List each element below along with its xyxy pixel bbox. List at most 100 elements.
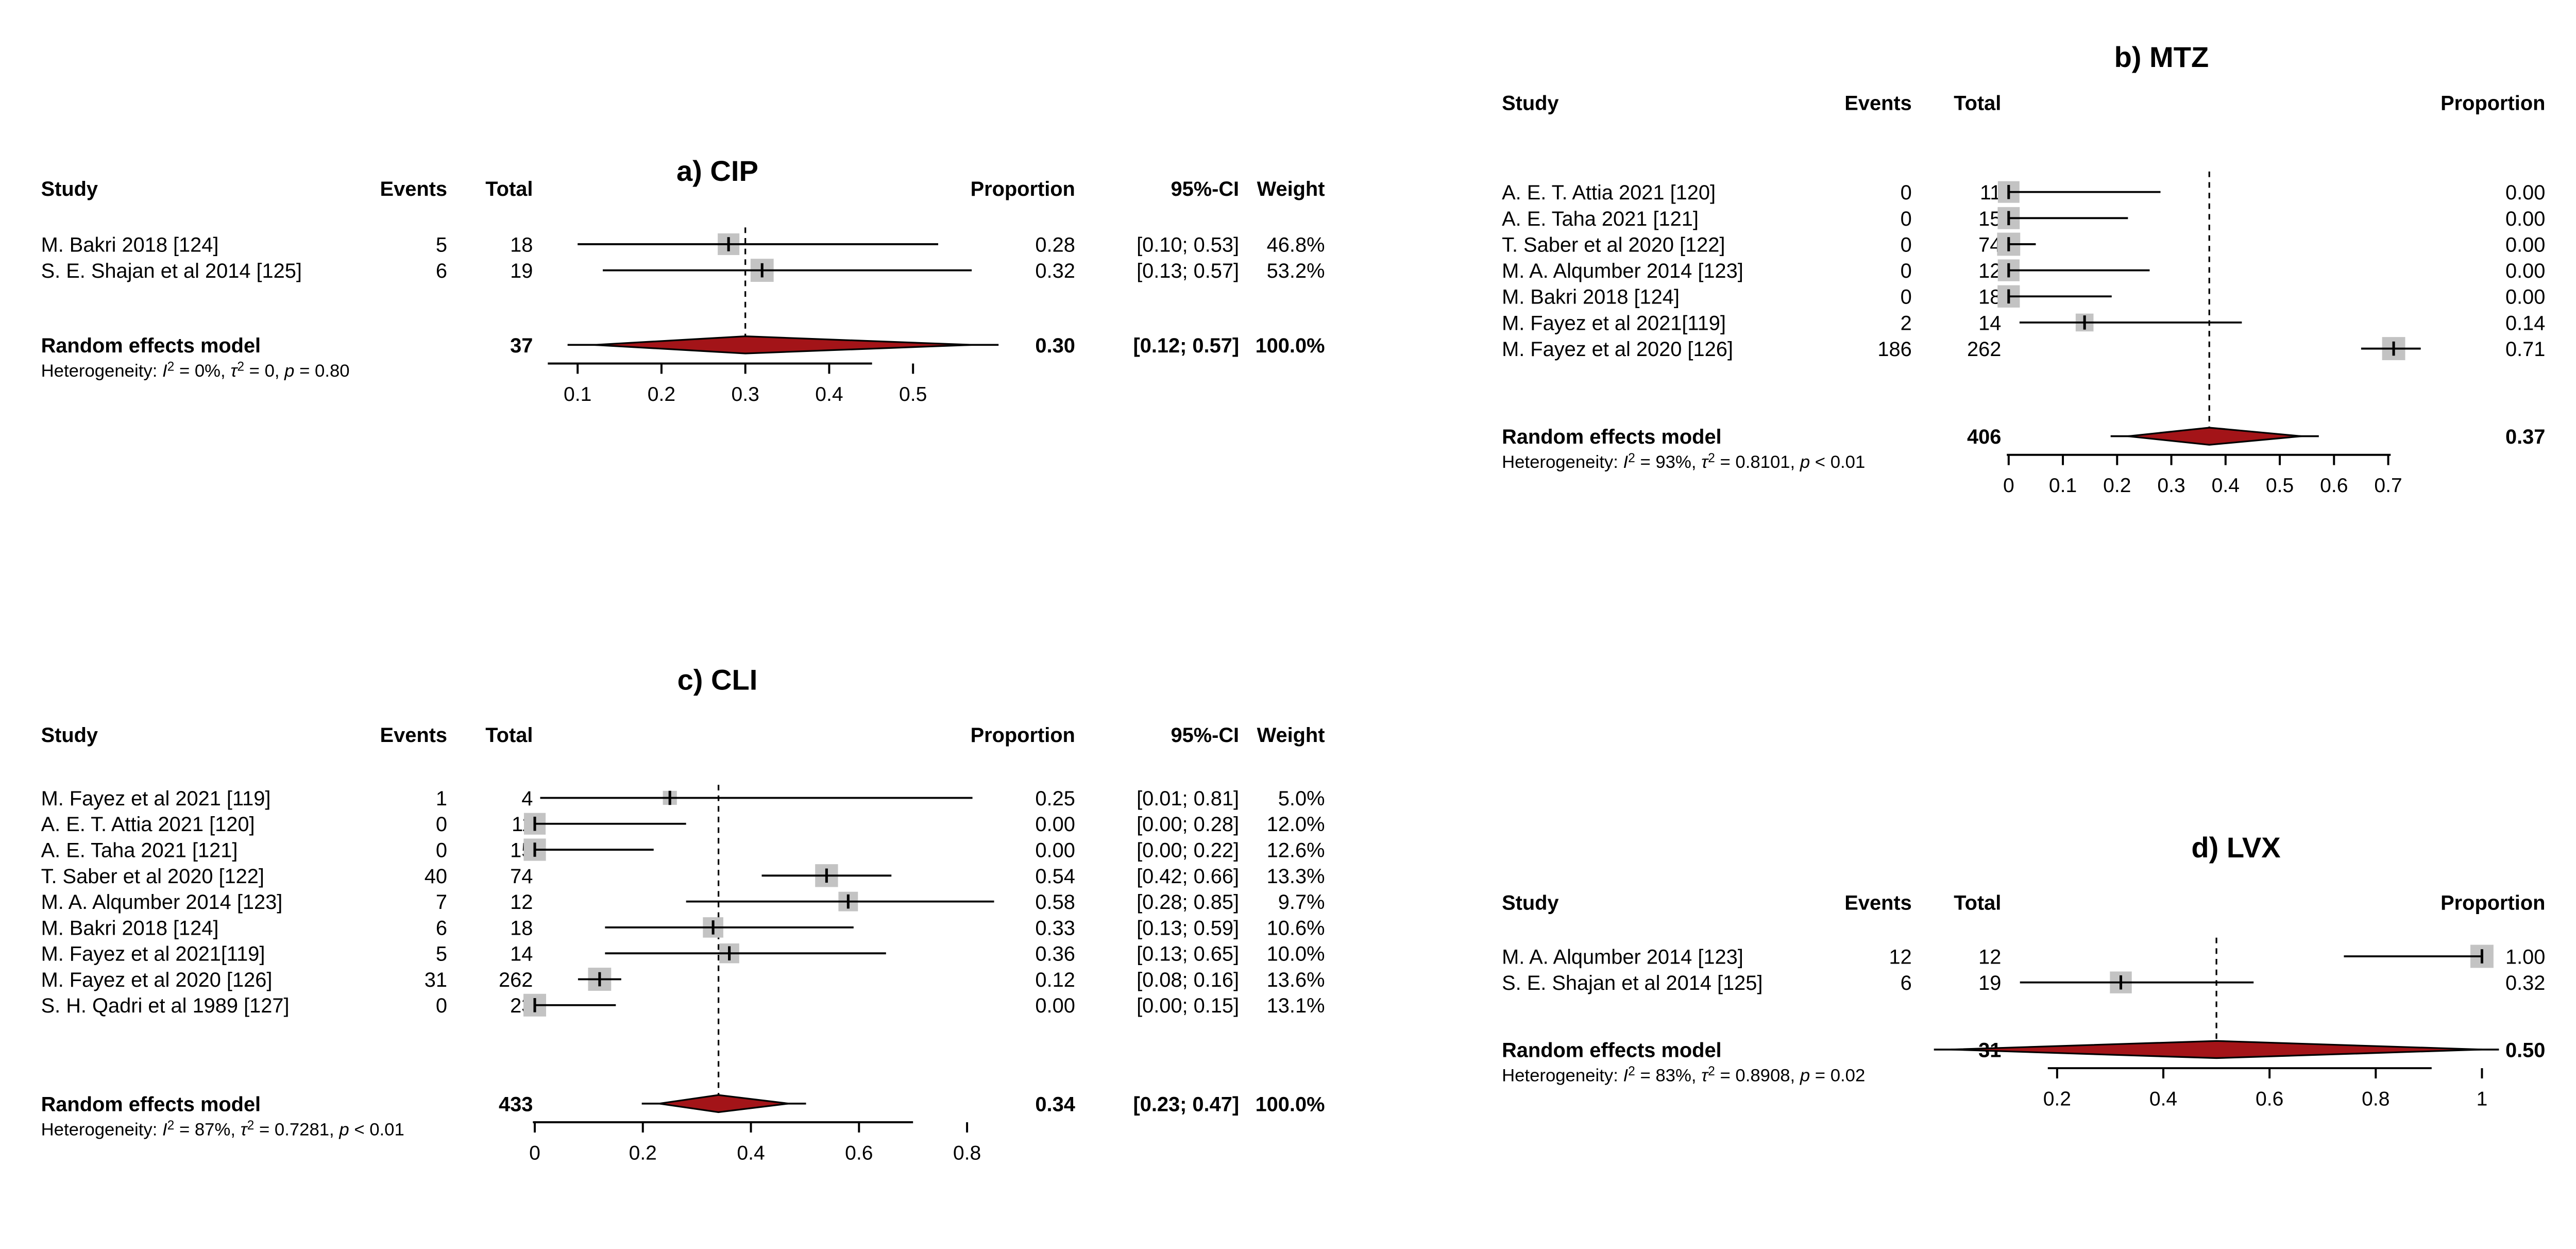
axis-tick-label: 0.6 xyxy=(845,1142,873,1164)
axis-tick-label: 0.6 xyxy=(2320,475,2348,497)
total-value: 19 xyxy=(510,260,533,282)
axis-tick-label: 0.3 xyxy=(2157,475,2185,497)
proportion-value: 0.00 xyxy=(2505,260,2545,282)
heterogeneity-text: Heterogeneity: I2 = 93%, τ2 = 0.8101, p … xyxy=(1502,451,1865,472)
events-value: 186 xyxy=(1877,338,1911,361)
axis-tick-label: 1 xyxy=(2477,1088,2488,1110)
column-header-total: Total xyxy=(1954,92,2001,114)
events-value: 31 xyxy=(425,969,447,991)
proportion-value: 0.54 xyxy=(1035,865,1075,888)
study-label: M. Fayez et al 2020 [126] xyxy=(41,969,273,991)
axis-tick-label: 0.4 xyxy=(815,383,843,406)
column-header-total: Total xyxy=(1954,892,2001,915)
events-value: 0 xyxy=(436,994,447,1017)
column-header-events: Events xyxy=(1844,92,1911,114)
weight-value: 5.0% xyxy=(1278,787,1325,810)
weight-value: 10.0% xyxy=(1267,943,1325,966)
panel-lvx: d) LVXStudyEventsTotalProportion95%-CIWe… xyxy=(1502,831,2545,1110)
axis-tick-label: 0.8 xyxy=(953,1142,981,1164)
panel-title: d) LVX xyxy=(2191,831,2280,864)
panel-cip: a) CIP Study Events Total Proportion 95%-CI We… xyxy=(41,155,1325,406)
study-label: M. Fayez et al 2021[119] xyxy=(41,943,265,966)
summary-proportion: 0.30 xyxy=(1035,334,1075,357)
column-header-ci: 95%-CI xyxy=(1171,724,1239,747)
panel-cli: c) CLI Study Events Total Proportion 95%-CI We… xyxy=(41,664,1325,1164)
column-header-study: Study xyxy=(41,178,98,200)
proportion-value: 0.33 xyxy=(1035,917,1075,939)
study-label: T. Saber et al 2020 [122] xyxy=(41,865,264,888)
events-value: 2 xyxy=(1901,312,1912,334)
proportion-value: 0.00 xyxy=(2505,181,2545,204)
ci-value: [0.13; 0.57] xyxy=(1137,260,1239,282)
events-value: 5 xyxy=(436,233,447,256)
study-label: M. Bakri 2018 [124] xyxy=(1502,286,1680,309)
study-label: T. Saber et al 2020 [122] xyxy=(1502,233,1725,256)
events-value: 12 xyxy=(1889,946,1912,968)
total-value: 4 xyxy=(521,787,533,810)
summary-proportion: 0.34 xyxy=(1035,1093,1075,1116)
weight-value: 10.6% xyxy=(1267,917,1325,939)
proportion-value: 0.71 xyxy=(2505,338,2545,361)
column-header-study: Study xyxy=(41,724,98,747)
events-value: 0 xyxy=(1901,233,1912,256)
total-value: 74 xyxy=(510,865,533,888)
study-label: A. E. T. Attia 2021 [120] xyxy=(1502,181,1716,204)
study-label: M. Bakri 2018 [124] xyxy=(41,233,219,256)
axis-tick-label: 0.5 xyxy=(899,383,927,406)
axis-tick-label: 0 xyxy=(2003,475,2014,497)
study-label: A. E. Taha 2021 [121] xyxy=(41,839,238,862)
summary-total: 433 xyxy=(499,1093,533,1116)
column-header-events: Events xyxy=(380,178,447,200)
study-label: M. Bakri 2018 [124] xyxy=(41,917,219,939)
total-value: 11 xyxy=(1980,181,2001,204)
panel-mtz: b) MTZStudyEventsTotalProportion95%-CIWe… xyxy=(1502,41,2545,497)
weight-value: 46.8% xyxy=(1267,233,1325,256)
column-header-proportion: Proportion xyxy=(2441,892,2545,915)
summary-diamond xyxy=(1951,1040,2482,1059)
axis-tick-label: 0.2 xyxy=(648,383,675,406)
column-header-weight: Weight xyxy=(1257,724,1325,747)
summary-ci: [0.23; 0.47] xyxy=(1133,1093,1239,1116)
ci-value: [0.00; 0.28] xyxy=(1137,813,1239,836)
proportion-value: 0.36 xyxy=(1035,943,1075,966)
axis-tick-label: 0.2 xyxy=(2103,475,2131,497)
events-value: 0 xyxy=(436,813,447,836)
proportion-value: 0.28 xyxy=(1035,233,1075,256)
study-label: S. E. Shajan et al 2014 [125] xyxy=(41,260,302,282)
proportion-value: 0.32 xyxy=(2505,972,2545,994)
summary-weight: 100.0% xyxy=(1256,334,1325,357)
proportion-value: 1.00 xyxy=(2505,946,2545,968)
study-label: M. A. Alqumber 2014 [123] xyxy=(1502,946,1743,968)
column-header-study: Study xyxy=(1502,92,1558,114)
axis-tick-label: 0.6 xyxy=(2256,1088,2283,1110)
study-label: A. E. T. Attia 2021 [120] xyxy=(41,813,255,836)
proportion-value: 0.14 xyxy=(2505,312,2545,334)
proportion-value: 0.00 xyxy=(1035,994,1075,1017)
proportion-value: 0.12 xyxy=(1035,969,1075,991)
proportion-value: 0.00 xyxy=(1035,813,1075,836)
weight-value: 13.6% xyxy=(1267,969,1325,991)
column-header-events: Events xyxy=(1844,892,1911,915)
axis-tick-label: 0.4 xyxy=(2212,475,2240,497)
ci-value: [0.13; 0.59] xyxy=(1137,917,1239,939)
proportion-value: 0.00 xyxy=(2505,208,2545,230)
axis-tick-label: 0.7 xyxy=(2374,475,2402,497)
axis-tick-label: 0.5 xyxy=(2266,475,2294,497)
weight-value: 12.6% xyxy=(1267,839,1325,862)
column-header-study: Study xyxy=(1502,892,1558,915)
summary-total: 37 xyxy=(510,334,533,357)
weight-value: 12.0% xyxy=(1267,813,1325,836)
ci-value: [0.13; 0.65] xyxy=(1137,943,1239,966)
total-value: 12 xyxy=(510,891,533,914)
proportion-value: 0.00 xyxy=(2505,233,2545,256)
total-value: 262 xyxy=(499,969,533,991)
heterogeneity-text: Heterogeneity: I2 = 0%, τ2 = 0, p = 0.80 xyxy=(41,360,350,381)
events-value: 0 xyxy=(1901,286,1912,309)
proportion-value: 0.58 xyxy=(1035,891,1075,914)
axis-tick-label: 0.4 xyxy=(737,1142,765,1164)
column-header-proportion: Proportion xyxy=(971,178,1075,200)
summary-total: 406 xyxy=(1967,426,2001,448)
events-value: 7 xyxy=(436,891,447,914)
axis-tick-label: 0.3 xyxy=(732,383,759,406)
